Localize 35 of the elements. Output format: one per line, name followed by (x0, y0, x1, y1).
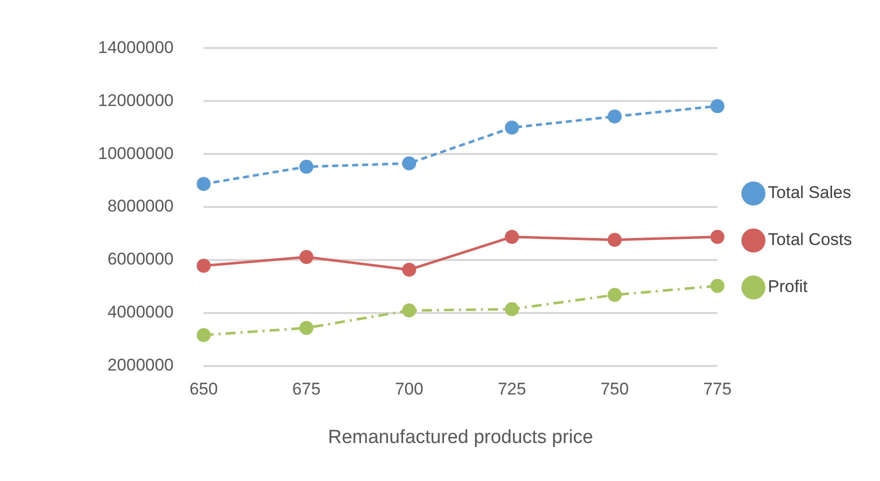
point (196, 258, 211, 273)
legend-label: Total Sales (768, 183, 852, 202)
y-tick-label: 2000000 (107, 355, 174, 374)
point (299, 320, 314, 335)
x-tick-label: 650 (189, 380, 218, 399)
point (710, 230, 724, 244)
point (608, 232, 622, 247)
point (710, 99, 724, 114)
point (608, 109, 622, 124)
point (402, 303, 416, 318)
y-tick-label: 14000000 (98, 38, 174, 57)
point (402, 262, 416, 277)
point (710, 278, 724, 293)
y-tick-label: 4000000 (107, 302, 174, 322)
point (299, 250, 314, 264)
legend-label: Profit (768, 277, 808, 296)
point (608, 288, 622, 302)
x-tick-label: 700 (394, 380, 424, 399)
point (299, 160, 314, 174)
y-tick-label: 12000000 (98, 90, 174, 110)
point (402, 156, 416, 170)
x-tick-label: 775 (703, 380, 732, 399)
legend-label: Total Costs (768, 230, 852, 250)
point (196, 176, 211, 191)
x-tick-label: 725 (498, 380, 526, 399)
x-tick-label: 675 (292, 380, 321, 399)
x-tick-label: 750 (600, 380, 629, 399)
point (504, 302, 519, 316)
y-tick-label: 6000000 (107, 250, 174, 269)
point (504, 230, 519, 244)
point (196, 328, 211, 342)
y-tick-label: 10000000 (98, 144, 174, 163)
y-tick-label: 8000000 (107, 196, 174, 216)
x-axis-title: Remanufactured products price (328, 426, 594, 448)
point (504, 120, 519, 135)
